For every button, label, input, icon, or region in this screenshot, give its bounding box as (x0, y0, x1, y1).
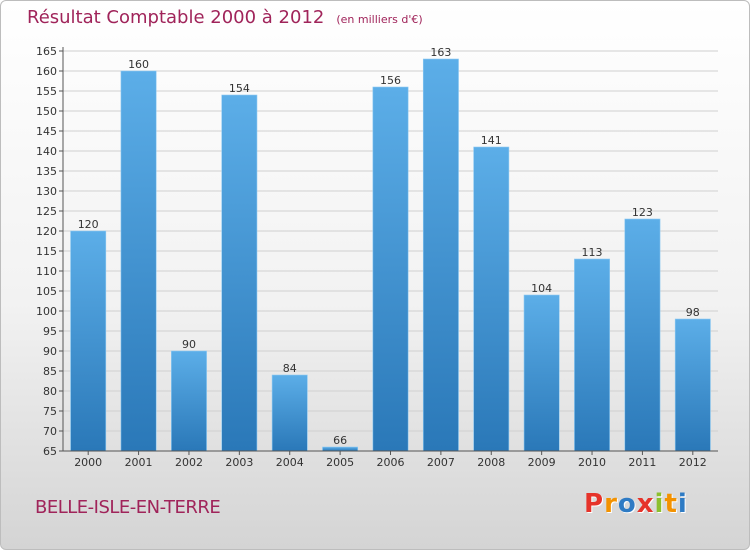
y-axis-ticks: 65 70 75 80 85 90 95 100 105 110 115 120 125 130 135 14… (36, 45, 63, 458)
y-tick-label: 70 (43, 425, 57, 438)
x-tick-label: 2012 (679, 456, 707, 469)
logo-letter: i (677, 489, 688, 519)
data-label: 66 (333, 434, 347, 447)
data-label: 156 (380, 74, 401, 87)
bar (171, 350, 207, 452)
title-row: Résultat Comptable 2000 à 2012 (en milli… (27, 7, 423, 28)
data-label: 98 (686, 306, 700, 319)
data-label: 123 (632, 206, 653, 219)
y-tick-label: 105 (36, 285, 57, 298)
data-label: 160 (128, 58, 149, 71)
y-tick-label: 125 (36, 205, 57, 218)
town-name: BELLE-ISLE-EN-TERRE (35, 497, 221, 518)
x-tick-label: 2010 (578, 456, 606, 469)
bar (574, 258, 610, 452)
x-tick-label: 2003 (225, 456, 253, 469)
y-tick-label: 165 (36, 45, 57, 58)
x-tick-label: 2006 (377, 456, 405, 469)
y-tick-label: 150 (36, 105, 57, 118)
x-tick-label: 2009 (528, 456, 556, 469)
y-tick-label: 75 (43, 405, 57, 418)
bar (624, 218, 661, 452)
chart-title: Résultat Comptable 2000 à 2012 (27, 7, 325, 28)
bar (322, 446, 359, 452)
logo-letter: o (617, 489, 637, 519)
x-tick-label: 2004 (276, 456, 304, 469)
data-label: 84 (283, 362, 297, 375)
x-tick-label: 2011 (628, 456, 656, 469)
y-tick-label: 135 (36, 165, 57, 178)
unit-note: (en milliers d'€) (336, 13, 423, 26)
bar (70, 230, 107, 452)
y-tick-label: 120 (36, 225, 57, 238)
y-tick-label: 85 (43, 365, 57, 378)
bar (221, 94, 258, 452)
logo-letter: P (584, 489, 605, 519)
y-tick-label: 145 (36, 125, 57, 138)
logo-letter: r (604, 489, 618, 519)
bar (120, 70, 157, 452)
y-tick-label: 95 (43, 325, 57, 338)
y-tick-label: 155 (36, 85, 57, 98)
x-tick-label: 2005 (326, 456, 354, 469)
y-tick-label: 65 (43, 445, 57, 458)
x-tick-label: 2007 (427, 456, 455, 469)
bar (473, 146, 510, 452)
data-label: 120 (78, 218, 99, 231)
bar (372, 86, 409, 452)
data-label: 113 (582, 246, 603, 259)
y-tick-label: 90 (43, 345, 57, 358)
y-tick-label: 110 (36, 265, 57, 278)
data-label: 104 (531, 282, 552, 295)
data-label: 163 (430, 46, 451, 59)
bar (422, 58, 459, 452)
y-tick-label: 115 (36, 245, 57, 258)
data-label: 90 (182, 338, 196, 351)
y-tick-label: 80 (43, 385, 57, 398)
bars (70, 58, 711, 452)
logo-letter: t (664, 489, 678, 519)
data-labels: 120 160 90 154 84 66 156 163 141 104 113 123 98 (78, 46, 700, 447)
logo-letter: x (636, 489, 655, 519)
bar (271, 374, 308, 452)
x-tick-label: 2001 (125, 456, 153, 469)
x-tick-label: 2000 (74, 456, 102, 469)
axes (62, 47, 718, 452)
y-tick-label: 130 (36, 185, 57, 198)
data-label: 154 (229, 82, 250, 95)
logo-letter: i (654, 489, 665, 519)
x-tick-label: 2008 (477, 456, 505, 469)
x-tick-label: 2002 (175, 456, 203, 469)
bar (674, 318, 711, 452)
proxiti-logo: Proxiti (584, 489, 688, 519)
y-tick-label: 160 (36, 65, 57, 78)
bar (523, 294, 560, 452)
x-axis-ticks: 2000 2001 2002 2003 2004 2005 2006 2007 2008 2009… (74, 451, 707, 469)
y-tick-label: 100 (36, 305, 57, 318)
y-tick-label: 140 (36, 145, 57, 158)
data-label: 141 (481, 134, 502, 147)
